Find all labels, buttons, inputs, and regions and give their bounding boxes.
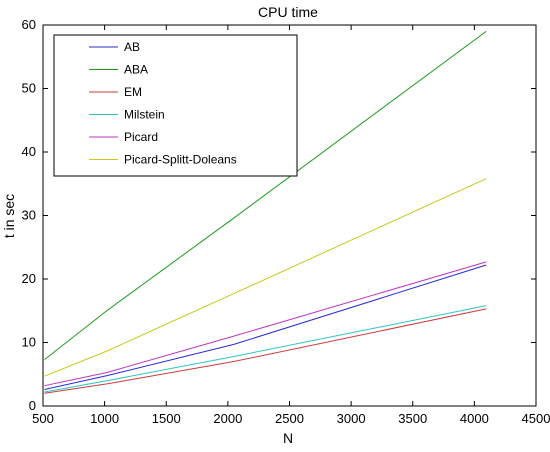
x-tick-label: 2000 [213,411,242,426]
legend-label-ab: AB [124,40,140,54]
x-tick-label: 4500 [522,411,550,426]
y-tick-label: 50 [22,81,36,96]
series-line-milstein [44,305,487,393]
chart-title: CPU time [258,4,318,20]
series-line-picard [44,261,487,387]
legend: AB ABA EM Milstein Picard Picard-Splitt-Dolea… [53,34,298,177]
x-tick-label: 1500 [152,411,181,426]
legend-label-picard: Picard [124,130,158,144]
legend-label-em: EM [124,85,142,99]
y-tick-label: 30 [22,208,36,223]
y-axis-label: t in sec [1,194,17,238]
x-tick-label: 1000 [90,411,119,426]
legend-label-aba: ABA [124,63,148,77]
legend-label-milstein: Milstein [124,108,165,122]
x-tick-label: 2500 [275,411,304,426]
y-tick-label: 10 [22,335,36,350]
series-line-ab [44,264,487,390]
plot-frame [42,24,537,407]
legend-label-picard-splitt-doleans: Picard-Splitt-Doleans [124,153,237,167]
x-tick-label: 500 [32,411,54,426]
y-tick-label: 20 [22,271,36,286]
axis-ticks: 500 1000 1500 2000 2500 3000 3500 4000 4500 0 10 20… [22,17,550,426]
y-tick-label: 60 [22,17,36,32]
series-line-aba [44,30,487,361]
y-tick-label: 0 [29,398,36,413]
series-layer [44,30,487,394]
legend-box [53,34,298,177]
series-line-em [44,308,487,394]
y-tick-label: 40 [22,144,36,159]
x-tick-label: 3500 [398,411,427,426]
x-tick-label: 4000 [460,411,489,426]
series-line-picard-splitt-doleans [44,178,487,377]
x-axis-label: N [283,430,293,446]
x-tick-label: 3000 [337,411,366,426]
